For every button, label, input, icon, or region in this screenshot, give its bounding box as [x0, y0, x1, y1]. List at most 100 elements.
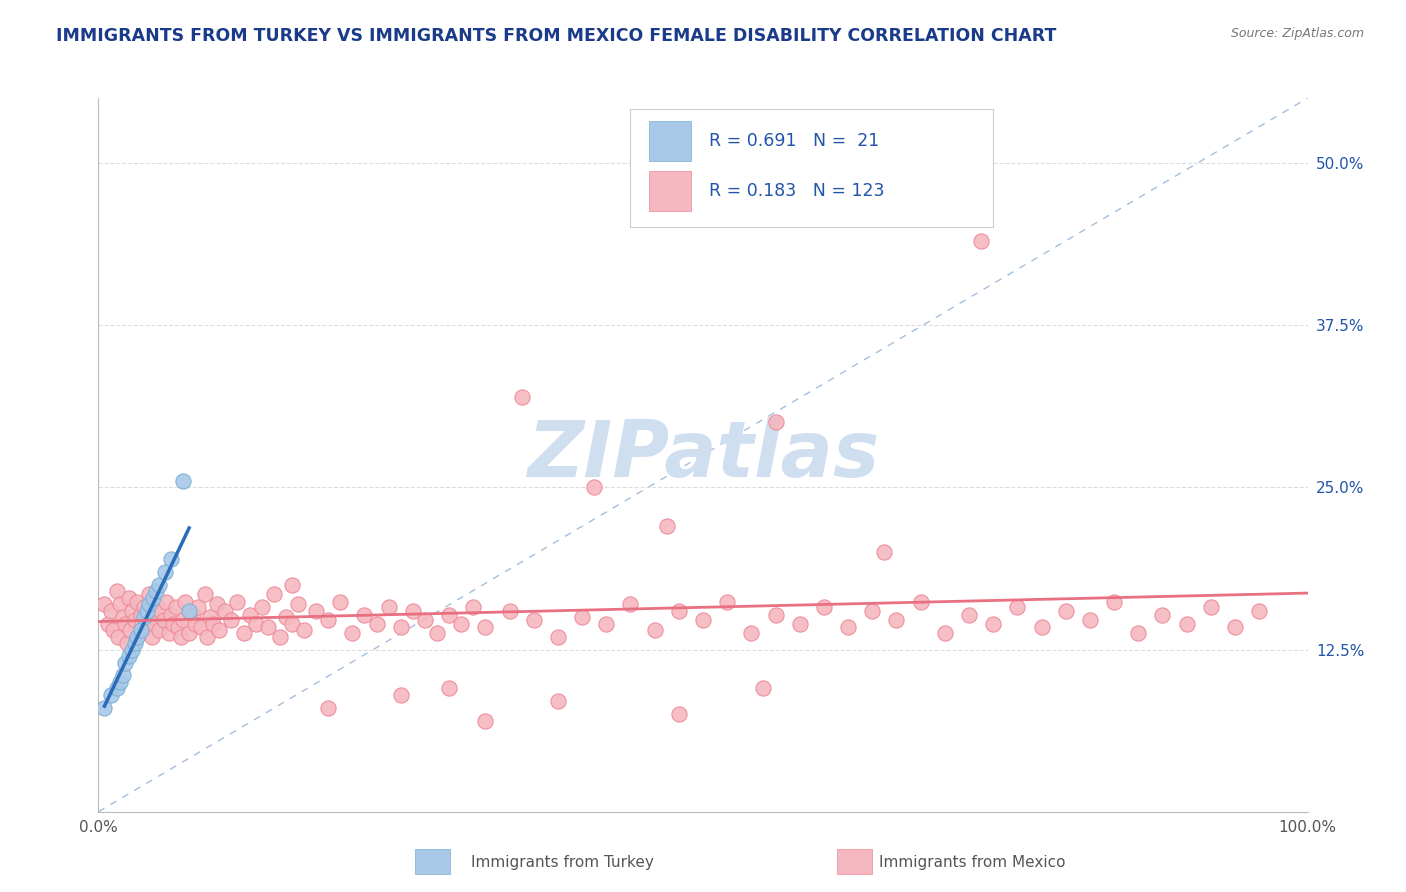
Point	[160, 607, 183, 622]
Point	[100, 604, 122, 618]
Point	[100, 688, 122, 702]
Point	[121, 604, 143, 618]
Point	[221, 613, 243, 627]
Point	[1054, 604, 1077, 618]
Point	[172, 474, 194, 488]
Point	[179, 625, 201, 640]
Point	[118, 591, 141, 605]
Point	[205, 597, 228, 611]
Point	[860, 604, 883, 618]
Point	[165, 599, 187, 614]
Point	[668, 604, 690, 618]
Point	[474, 620, 496, 634]
Point	[366, 616, 388, 631]
Point	[148, 623, 170, 637]
Point	[970, 234, 993, 248]
Point	[329, 594, 352, 608]
Point	[752, 681, 775, 696]
Point	[187, 599, 209, 614]
Point	[239, 607, 262, 622]
Point	[1223, 620, 1246, 634]
Point	[498, 604, 520, 618]
Y-axis label: Female Disability: Female Disability	[0, 389, 7, 521]
Point	[281, 577, 304, 591]
Point	[1249, 604, 1271, 618]
Point	[547, 630, 569, 644]
Point	[789, 616, 811, 631]
Point	[157, 625, 180, 640]
Point	[583, 480, 606, 494]
Point	[114, 616, 136, 631]
Point	[263, 587, 285, 601]
Point	[316, 613, 339, 627]
Point	[232, 625, 254, 640]
Point	[886, 613, 908, 627]
Text: R = 0.183   N = 123: R = 0.183 N = 123	[709, 182, 884, 200]
Point	[316, 701, 339, 715]
Point	[162, 616, 184, 631]
Point	[108, 675, 131, 690]
Point	[668, 707, 690, 722]
Point	[426, 625, 449, 640]
Point	[121, 642, 143, 657]
Point	[910, 594, 932, 608]
Point	[389, 620, 412, 634]
Point	[131, 616, 153, 631]
Point	[450, 616, 472, 631]
Point	[474, 714, 496, 728]
Point	[377, 599, 399, 614]
Point	[155, 594, 177, 608]
Point	[167, 620, 190, 634]
Point	[148, 577, 170, 591]
Point	[692, 613, 714, 627]
Point	[135, 620, 157, 634]
Point	[837, 620, 859, 634]
Point	[547, 694, 569, 708]
Point	[160, 551, 183, 566]
Point	[190, 620, 212, 634]
Point	[463, 599, 485, 614]
Point	[145, 584, 167, 599]
Point	[138, 597, 160, 611]
Point	[145, 597, 167, 611]
Point	[873, 545, 896, 559]
Text: ZIPatlas: ZIPatlas	[527, 417, 879, 493]
Point	[1152, 607, 1174, 622]
Point	[437, 607, 460, 622]
Point	[934, 625, 956, 640]
Point	[117, 636, 139, 650]
Point	[1102, 594, 1125, 608]
Point	[194, 587, 217, 601]
Point	[135, 604, 157, 618]
Point	[134, 599, 156, 614]
Point	[118, 623, 141, 637]
Point	[101, 623, 124, 637]
Point	[174, 594, 197, 608]
FancyBboxPatch shape	[648, 121, 690, 161]
Point	[93, 701, 115, 715]
Point	[510, 390, 533, 404]
Point	[124, 636, 146, 650]
Point	[765, 607, 787, 622]
Point	[198, 610, 221, 624]
Point	[402, 604, 425, 618]
Point	[111, 668, 134, 682]
Point	[256, 620, 278, 634]
Point	[619, 597, 641, 611]
Point	[208, 623, 231, 637]
Point	[107, 630, 129, 644]
Point	[152, 613, 174, 627]
Point	[716, 594, 738, 608]
Point	[292, 623, 315, 637]
FancyBboxPatch shape	[648, 171, 690, 211]
Point	[214, 604, 236, 618]
Point	[1078, 613, 1101, 627]
Text: Source: ZipAtlas.com: Source: ZipAtlas.com	[1230, 27, 1364, 40]
Point	[1031, 620, 1053, 634]
Point	[957, 607, 980, 622]
Point	[195, 630, 218, 644]
Text: Immigrants from Mexico: Immigrants from Mexico	[879, 855, 1066, 870]
Point	[179, 604, 201, 618]
Point	[129, 623, 152, 637]
Point	[184, 616, 207, 631]
